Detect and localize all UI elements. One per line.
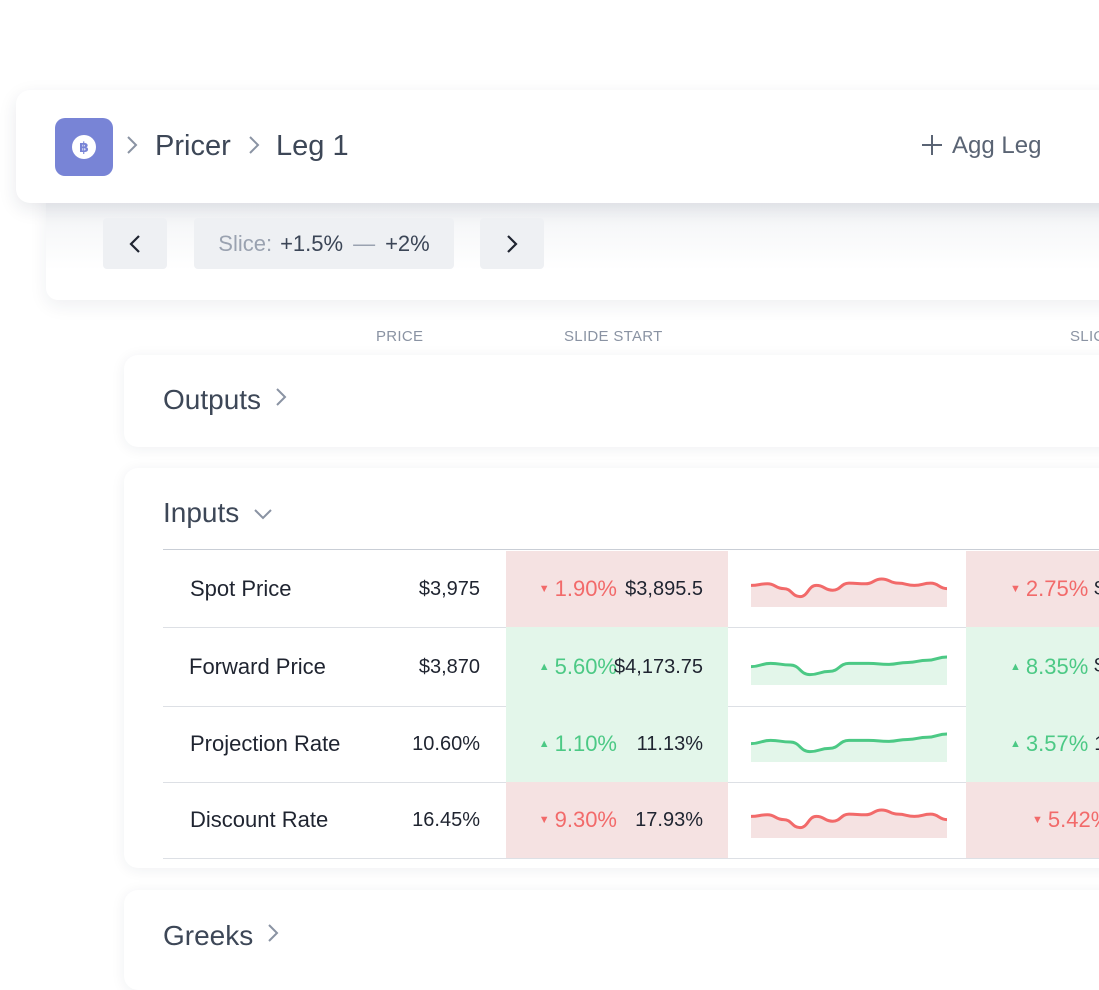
- sparkline-chart: [751, 655, 947, 685]
- plus-icon: [920, 130, 944, 162]
- slide-start-cell: [506, 627, 728, 706]
- chevron-right-icon: [507, 234, 518, 253]
- slice-separator: —: [353, 230, 376, 256]
- triangle-up-icon: ▲: [1010, 738, 1021, 750]
- row-price: 16.45%: [412, 809, 480, 831]
- slice-range[interactable]: Slice: +1.5% — +2%: [194, 218, 454, 269]
- add-leg-button[interactable]: Agg Leg: [920, 130, 1041, 162]
- next-slice-button[interactable]: [480, 218, 544, 269]
- next-change-indicator: ▼ 2.75% $: [1010, 576, 1099, 602]
- breadcrumb-leg[interactable]: Leg 1: [276, 130, 349, 162]
- chevron-right-icon: [267, 923, 279, 949]
- row-label: Discount Rate: [190, 807, 329, 832]
- slice-from: +1.5%: [280, 230, 344, 256]
- triangle-down-icon: ▼: [538, 583, 550, 595]
- change-value: 9.30%: [554, 807, 617, 832]
- triangle-down-icon: ▼: [538, 814, 550, 826]
- outputs-card: [124, 355, 1099, 447]
- inputs-toggle[interactable]: Inputs: [163, 497, 273, 529]
- next-change-value: 3.57%: [1025, 731, 1089, 756]
- slice-label: Slice:: [218, 230, 273, 256]
- next-change-indicator: ▼ 5.42%: [1032, 807, 1099, 833]
- triangle-down-icon: ▼: [1010, 583, 1021, 595]
- add-leg-label: Agg Leg: [952, 132, 1042, 159]
- slice-to: +2%: [385, 230, 430, 256]
- triangle-up-icon: ▲: [1010, 660, 1021, 673]
- slide-start-value: 17.93%: [635, 809, 703, 831]
- previous-slice-button[interactable]: [103, 218, 167, 269]
- chevron-down-icon: [253, 500, 273, 526]
- next-slide-cell: [966, 782, 1099, 858]
- next-change-value: 2.75%: [1025, 576, 1089, 601]
- next-slide-cell: [966, 706, 1099, 782]
- chevron-right-icon: [126, 134, 138, 162]
- chevron-right-icon: [275, 387, 287, 413]
- next-slide-cell: [966, 551, 1099, 627]
- row-label: Forward Price: [189, 653, 326, 679]
- next-slide-cell: [966, 627, 1099, 706]
- column-header-slice: SLIC: [1070, 328, 1099, 345]
- slide-start-value: $3,895.5: [625, 578, 703, 600]
- slide-start-cell: [506, 551, 728, 627]
- inputs-title: Inputs: [163, 497, 240, 528]
- sparkline-chart: [751, 577, 947, 607]
- bitcoin-icon: ฿: [72, 135, 96, 159]
- change-value: 1.10%: [554, 731, 617, 756]
- change-indicator: ▼ 1.90%: [539, 576, 617, 602]
- chevron-left-icon: [129, 234, 140, 253]
- column-header-price: PRICE: [376, 328, 424, 345]
- sparkline-line: [751, 577, 947, 599]
- sparkline-chart: [751, 732, 947, 762]
- sparkline-area: [751, 579, 947, 607]
- slide-start-value: $4,173.75: [614, 655, 703, 678]
- row-price: $3,975: [418, 578, 480, 600]
- sparkline-area: [751, 810, 947, 838]
- sparkline-line: [751, 808, 947, 830]
- outputs-toggle[interactable]: Outputs: [163, 384, 287, 416]
- outputs-title: Outputs: [163, 384, 262, 415]
- change-indicator: ▲ 1.10%: [539, 731, 617, 757]
- chevron-right-icon: [248, 134, 260, 162]
- row-label: Spot Price: [190, 576, 292, 601]
- app-logo[interactable]: ฿: [55, 118, 113, 176]
- next-slide-value: $: [1094, 655, 1099, 678]
- slide-start-cell: [506, 782, 728, 858]
- triangle-down-icon: ▼: [1032, 814, 1043, 826]
- row-label: Projection Rate: [190, 731, 341, 756]
- greeks-title: Greeks: [163, 920, 254, 951]
- next-change-indicator: ▲ 8.35% $: [1010, 654, 1099, 680]
- table-top-border: [163, 549, 1099, 550]
- sparkline-line: [751, 732, 947, 754]
- change-value: 5.60%: [554, 653, 617, 679]
- change-indicator: ▲ 5.60%: [539, 654, 617, 680]
- next-slide-value: $: [1094, 578, 1099, 601]
- greeks-toggle[interactable]: Greeks: [163, 920, 279, 952]
- row-price: $3,870: [418, 655, 480, 678]
- next-change-value: 8.35%: [1025, 653, 1089, 679]
- table-row[interactable]: [163, 782, 1099, 859]
- change-value: 1.90%: [554, 576, 617, 601]
- slide-start-value: 11.13%: [636, 733, 703, 755]
- column-header-slide-start: SLIDE START: [564, 328, 663, 345]
- next-change-value: 5.42%: [1047, 807, 1099, 832]
- sparkline-line: [751, 655, 947, 676]
- row-price: 10.60%: [412, 733, 480, 755]
- change-indicator: ▼ 9.30%: [539, 807, 617, 833]
- triangle-up-icon: ▲: [538, 738, 550, 750]
- slide-start-cell: [506, 706, 728, 782]
- next-change-indicator: ▲ 3.57% 1: [1010, 731, 1099, 757]
- sparkline-chart: [751, 808, 947, 838]
- next-slide-value: 1: [1094, 733, 1099, 756]
- breadcrumb-bar: [16, 90, 1099, 203]
- breadcrumb-pricer[interactable]: Pricer: [155, 130, 231, 162]
- triangle-up-icon: ▲: [538, 660, 550, 673]
